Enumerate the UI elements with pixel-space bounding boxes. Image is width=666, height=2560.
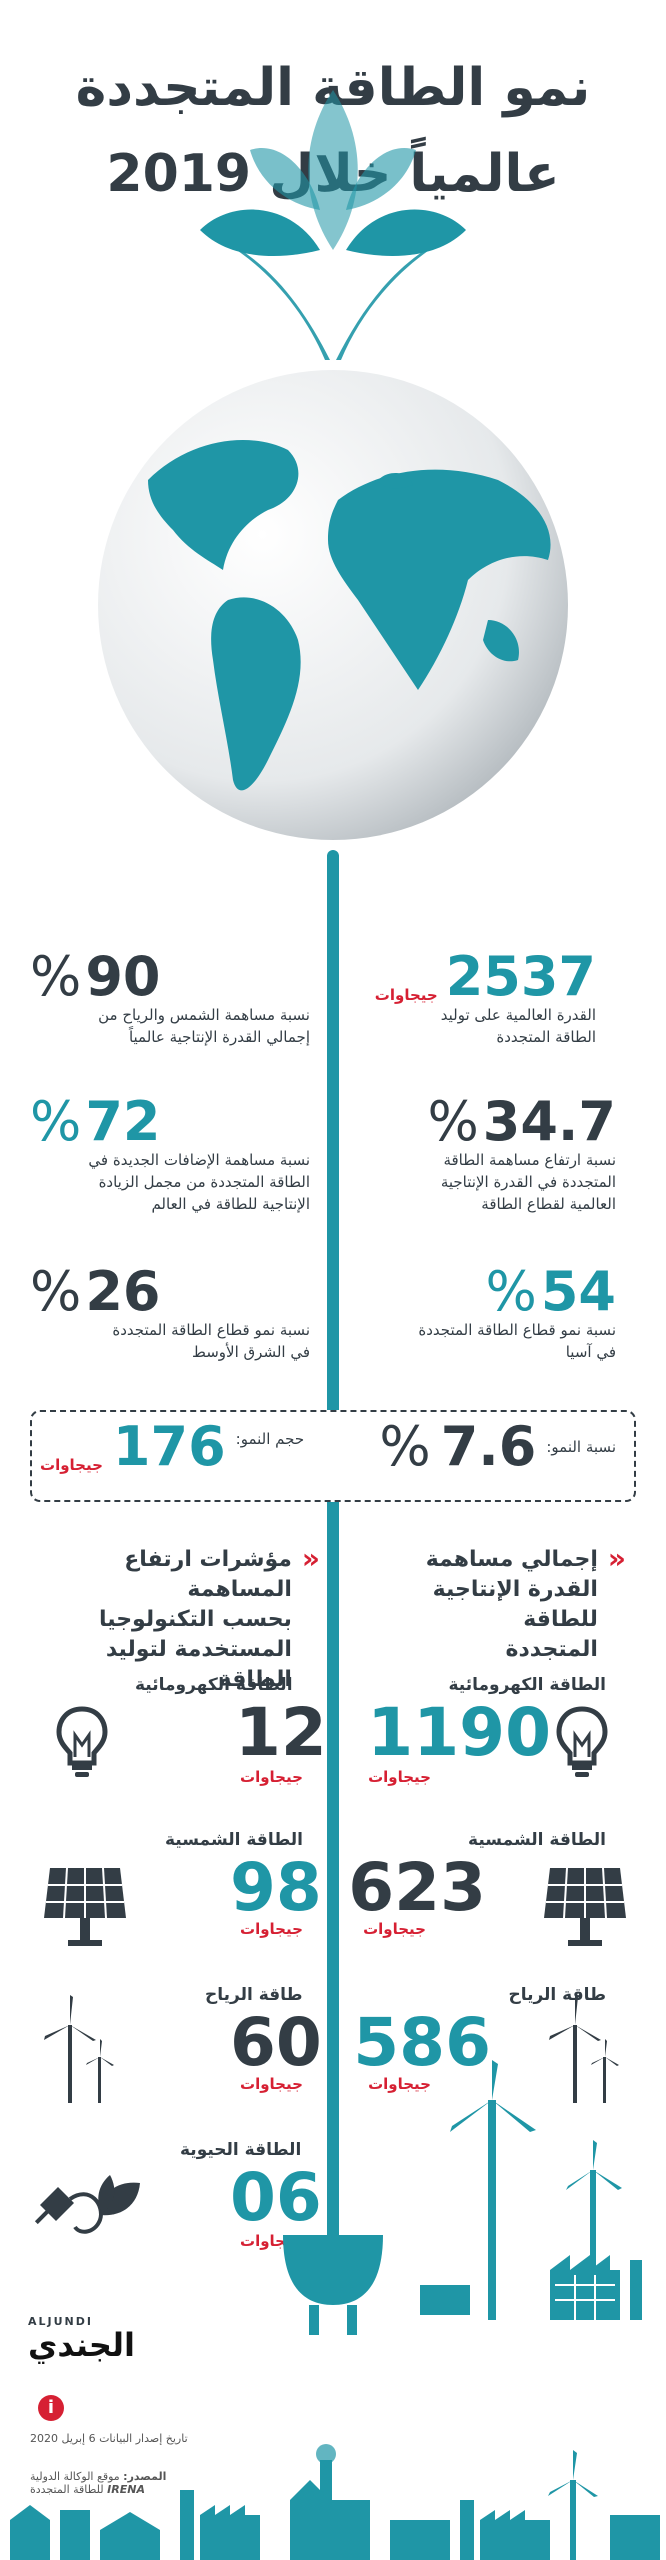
stat-solar-wind-desc2: إجمالي القدرة الإنتاجية عالمياً	[128, 1028, 310, 1046]
right-item-value: 1190	[367, 1694, 551, 1771]
growth-rate: نسبة النمو: 7.6 %	[356, 1420, 616, 1474]
left-item-value: 06	[230, 2159, 322, 2236]
plant-sprout-illustration	[200, 90, 466, 360]
bio-plug-icon	[34, 2175, 140, 2234]
right-item-unit: جيجاوات	[368, 2075, 431, 2093]
left-section-title-2: بحسب التكنولوجيا	[98, 1607, 292, 1632]
right-item-value: 586	[353, 2004, 491, 2081]
left-item-label: طاقة الرياح	[205, 1985, 303, 2005]
growth-rate-value: 7.6	[440, 1415, 537, 1478]
wind-farm-illustration	[420, 2060, 642, 2320]
growth-rate-pct: %	[379, 1415, 431, 1478]
stat-capacity-desc1: القدرة العالمية على توليد	[440, 1006, 596, 1024]
stat-new-additions-desc1: نسبة مساهمة الإضافات الجديدة في	[88, 1151, 310, 1169]
right-section-title-2: القدرة الإنتاجية للطاقة	[432, 1577, 598, 1632]
stat-asia-growth-pct: %	[485, 1260, 537, 1323]
stat-capacity: 2537 جيجاوات القدرة العالمية على توليد ا…	[366, 950, 596, 1048]
growth-rate-label: نسبة النمو:	[546, 1438, 616, 1456]
globe-illustration	[98, 370, 568, 840]
chevron-left-icon: «	[607, 1542, 626, 1575]
stat-asia-growth-desc1: نسبة نمو قطاع الطاقة المتجددة	[418, 1321, 616, 1339]
stat-capacity-unit: جيجاوات	[374, 986, 438, 1004]
growth-summary-box	[30, 1410, 636, 1502]
stat-middle-east-desc2: في الشرق الأوسط	[191, 1343, 310, 1361]
stat-middle-east: 26 % نسبة نمو قطاع الطاقة المتجددة في ال…	[30, 1265, 310, 1363]
stat-asia-growth: 54 % نسبة نمو قطاع الطاقة المتجددة في آس…	[366, 1265, 616, 1363]
source-text: موقع الوكالة الدولية	[30, 2470, 120, 2483]
right-section-title: « إجمالي مساهمة القدرة الإنتاجية للطاقة …	[376, 1545, 626, 1665]
wind-turbine-icon	[549, 1995, 619, 2103]
left-item-label: الطاقة الكهرومائية	[135, 1675, 293, 1695]
stat-middle-east-pct: %	[30, 1260, 82, 1323]
left-item-unit: جيجاوات	[240, 2075, 303, 2093]
left-item-value: 60	[230, 2004, 322, 2081]
stat-share-increase-desc3: العالمية لقطاع الطاقة	[481, 1195, 616, 1213]
right-item-label: طاقة الرياح	[508, 1985, 606, 2005]
left-item-unit: جيجاوات	[240, 1768, 303, 1786]
right-section-title-3: المتجددة	[505, 1637, 598, 1662]
industry-illustration	[10, 2444, 660, 2560]
right-item-value: 623	[348, 1849, 486, 1926]
growth-volume-value: 176	[112, 1415, 226, 1478]
stat-capacity-value: 2537	[445, 945, 596, 1008]
wind-turbine-icon	[44, 1995, 114, 2103]
chevron-left-icon: «	[301, 1542, 320, 1575]
stat-new-additions-desc3: الإنتاجية للطاقة في العالم	[151, 1195, 310, 1213]
stat-middle-east-desc1: نسبة نمو قطاع الطاقة المتجددة	[112, 1321, 310, 1339]
source-label: المصدر:	[123, 2470, 167, 2483]
left-item-label: الطاقة الشمسية	[165, 1830, 303, 1850]
right-item-label: الطاقة الشمسية	[468, 1830, 606, 1850]
left-item-unit: جيجاوات	[240, 1920, 303, 1938]
growth-volume-unit: جيجاوات	[40, 1456, 103, 1474]
date-note: تاريخ إصدار البيانات 6 إبريل 2020	[30, 2432, 188, 2445]
plug-illustration	[283, 2235, 383, 2335]
stat-asia-growth-desc2: في آسيا	[565, 1343, 616, 1361]
left-item-value: 98	[230, 1849, 322, 1926]
brand-logo: ALJUNDI الجندي	[28, 2315, 168, 2363]
source-org: IRENA	[107, 2483, 145, 2496]
stat-asia-growth-value: 54	[540, 1260, 616, 1323]
left-section-title-1: مؤشرات ارتفاع المساهمة	[124, 1547, 292, 1602]
stat-solar-wind-value: 90	[85, 945, 161, 1008]
stat-new-additions-pct: %	[30, 1090, 82, 1153]
stat-solar-wind-desc1: نسبة مساهمة الشمس والرياح من	[98, 1006, 310, 1024]
light-bulb-icon	[56, 1706, 108, 1777]
right-item-label: الطاقة الكهرومائية	[448, 1675, 606, 1695]
right-item-unit: جيجاوات	[368, 1768, 431, 1786]
stat-share-increase-pct: %	[427, 1090, 479, 1153]
central-stem-line	[327, 850, 339, 2250]
stat-new-additions: 72 % نسبة مساهمة الإضافات الجديدة في الط…	[30, 1095, 310, 1215]
left-item-label: الطاقة الحيوية	[180, 2140, 302, 2160]
solar-panel-icon	[544, 1867, 626, 1946]
right-item-unit: جيجاوات	[363, 1920, 426, 1938]
stat-new-additions-value: 72	[85, 1090, 161, 1153]
left-section-title-3: المستخدمة لتوليد الطاقة	[105, 1637, 292, 1692]
left-section-title: « مؤشرات ارتفاع المساهمة بحسب التكنولوجي…	[30, 1545, 320, 1695]
info-icon: i	[38, 2395, 64, 2421]
stat-solar-wind-pct: %	[30, 945, 82, 1008]
left-item-value: 12	[235, 1694, 327, 1771]
growth-volume-label: حجم النمو:	[235, 1430, 305, 1448]
stat-share-increase-desc2: المتجددة في القدرة الإنتاجية	[440, 1173, 616, 1191]
stat-capacity-desc2: الطاقة المتجددة	[496, 1028, 596, 1046]
light-bulb-icon	[556, 1706, 608, 1777]
stat-new-additions-desc2: الطاقة المتجددة من مجمل الزيادة	[98, 1173, 310, 1191]
stat-middle-east-value: 26	[85, 1260, 161, 1323]
brand-latin-text: ALJUNDI	[28, 2315, 93, 2328]
growth-volume: حجم النمو: 176 جيجاوات	[40, 1415, 310, 1478]
stat-solar-wind-share: 90 % نسبة مساهمة الشمس والرياح من إجمالي…	[30, 950, 310, 1048]
stat-share-increase-desc1: نسبة ارتفاع مساهمة الطاقة	[443, 1151, 616, 1169]
solar-panel-icon	[44, 1867, 126, 1946]
brand-arabic-text: الجندي	[28, 2326, 135, 2364]
stat-share-increase: 34.7 % نسبة ارتفاع مساهمة الطاقة المتجدد…	[366, 1095, 616, 1215]
right-section-title-1: إجمالي مساهمة	[425, 1547, 598, 1572]
source-note: المصدر: موقع الوكالة الدولية IRENA للطاق…	[30, 2470, 230, 2496]
stat-share-increase-value: 34.7	[482, 1090, 616, 1153]
source-text2: للطاقة المتجددة	[30, 2483, 104, 2496]
